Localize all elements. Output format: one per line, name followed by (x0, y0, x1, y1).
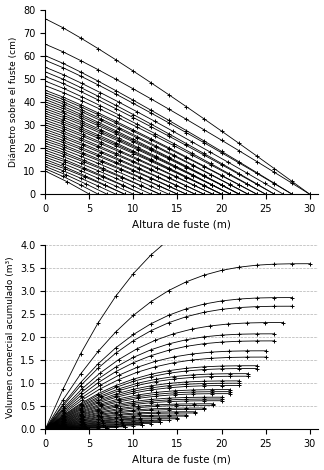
X-axis label: Altura de fuste (m): Altura de fuste (m) (133, 454, 231, 464)
Y-axis label: Diámetro sobre el fuste (cm): Diámetro sobre el fuste (cm) (9, 37, 18, 167)
Y-axis label: Volumen comercial acumulado (m³): Volumen comercial acumulado (m³) (6, 256, 15, 418)
X-axis label: Altura de fuste (m): Altura de fuste (m) (133, 219, 231, 229)
